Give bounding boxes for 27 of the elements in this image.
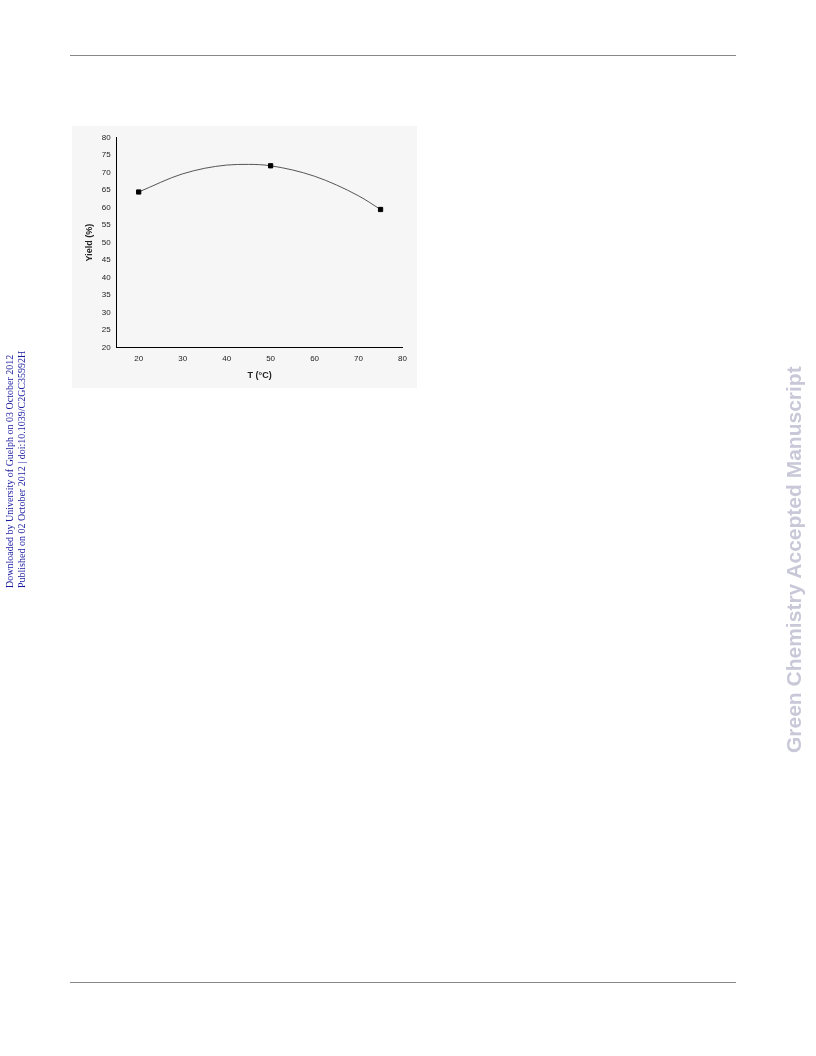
y-tick-label: 55 [101,220,112,230]
point [136,189,142,195]
text: Downloaded by University of Guelph on 03 October 2012 [4,354,15,588]
x-tick-label: 30 [178,353,188,363]
y-tick-label: 75 [101,150,112,160]
y-tick-label: 45 [101,255,112,265]
x-tick-label: 60 [310,353,320,363]
point [377,206,384,213]
y-tick-label: 30 [101,307,112,317]
x-tick-label: 70 [354,353,364,363]
y-tick-label: 20 [101,342,112,352]
x-tick-label: 50 [266,353,276,363]
y-tick-label: 35 [101,290,112,300]
y-tick-label: 25 [101,325,112,335]
y-tick-label: 70 [101,167,112,177]
y-tick-label: 80 [101,133,112,142]
y-tick-label: 65 [101,185,112,195]
y-axis-title: Yield (%) [83,223,94,262]
point [268,163,274,169]
text: Published on 02 October 2012 | doi:10.1039/C2GC35992H [16,350,27,588]
x-axis-title: T (°C) [247,370,272,381]
x-tick-label: 20 [134,353,144,363]
y-tick-label: 40 [101,272,112,282]
x-tick-label: 80 [398,353,408,363]
y-tick-label: 50 [101,237,112,247]
x-tick-label: 40 [222,353,232,363]
y-tick-label: 60 [101,202,112,212]
